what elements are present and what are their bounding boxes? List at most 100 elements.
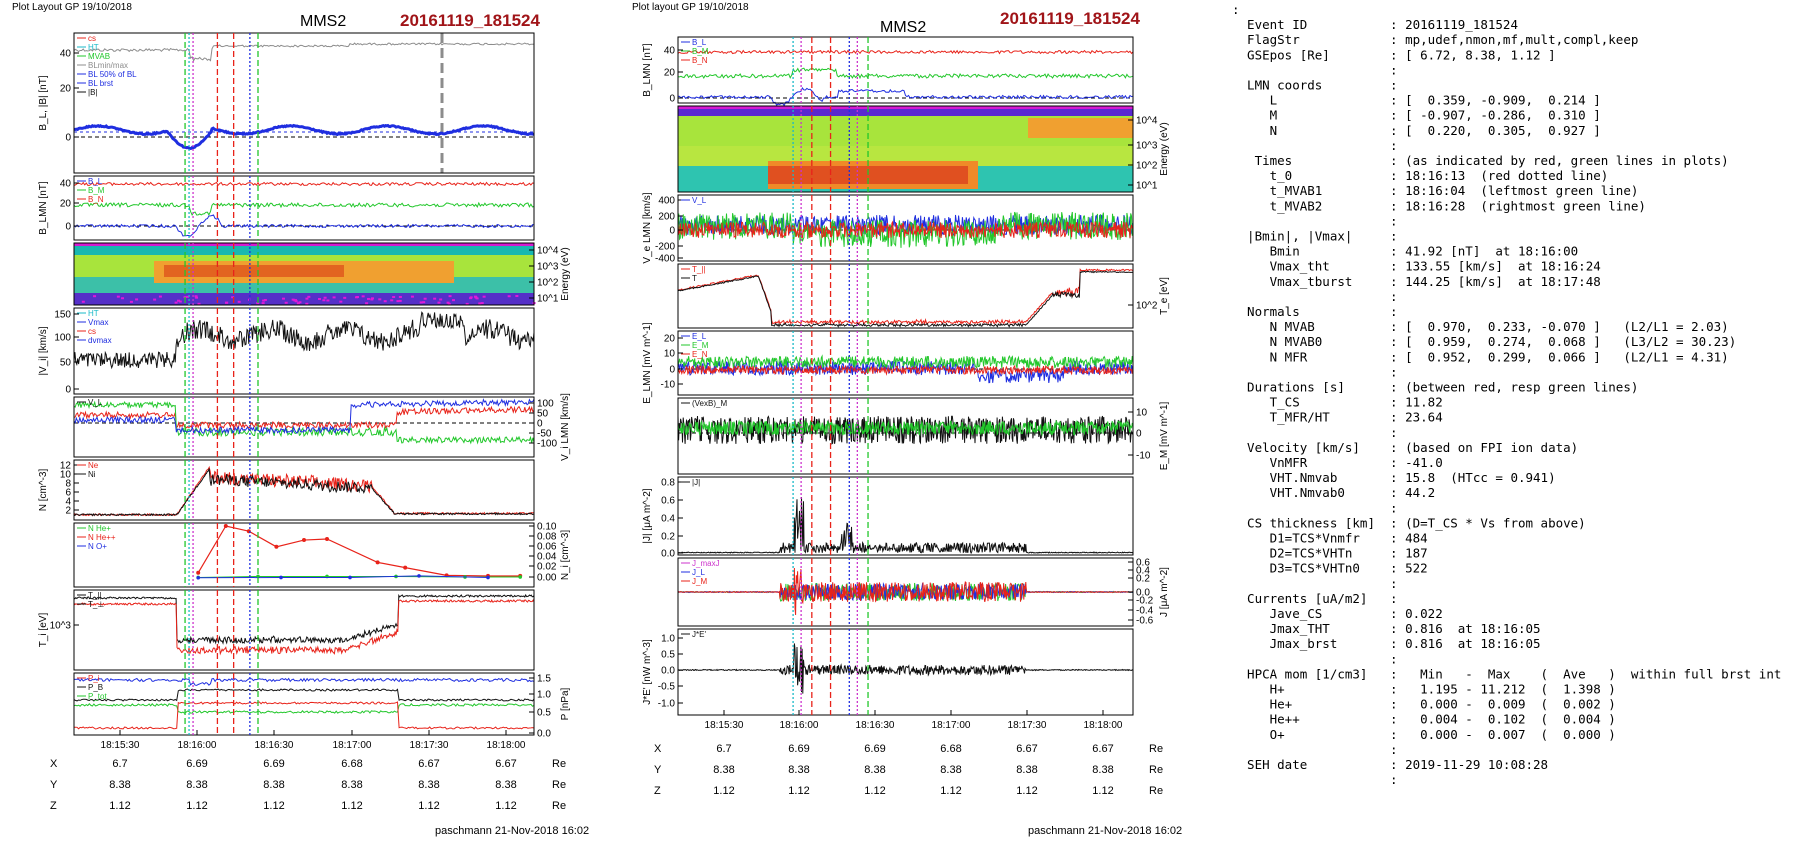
- legend-entry: Ni: [88, 470, 96, 479]
- y-tick-label: 0: [669, 365, 675, 376]
- series-P-i: [73, 688, 535, 702]
- spectrogram-speckle: [383, 300, 387, 303]
- spectrogram-speckle: [225, 301, 229, 304]
- y-tick-label: 10^1: [1136, 181, 1158, 192]
- y-tick-label: 200: [658, 212, 675, 223]
- info-line: T_CS : 11.82: [1232, 395, 1443, 410]
- legend-entry: B_M: [88, 186, 105, 195]
- spectrogram-speckle: [396, 300, 400, 303]
- y-tick-label: 10: [664, 349, 676, 360]
- position-value: 6.67: [418, 758, 439, 770]
- spectrogram-speckle: [81, 300, 85, 303]
- y-tick-label: 40: [60, 179, 72, 190]
- info-line: N MVAB0 : [ 0.959, 0.274, 0.068 ] (L3/L2…: [1232, 334, 1736, 349]
- y-axis-label: V_i LMN [km/s]: [560, 393, 571, 461]
- y-tick-label: 10^3: [537, 262, 559, 273]
- y-tick-label: 12: [60, 461, 72, 472]
- spectrogram-speckle: [262, 299, 266, 302]
- position-value: 1.12: [788, 785, 809, 797]
- position-value: 1.12: [109, 800, 130, 812]
- info-line: Bmin : 41.92 [nT] at 18:16:00: [1232, 244, 1578, 259]
- legend-entry: |B|: [88, 88, 98, 97]
- y-axis-label: Energy (eV): [560, 247, 571, 300]
- legend-entry: B_N: [692, 56, 708, 65]
- middle-position-table: X 6.7 6.69 6.69 6.68 6.67 6.67 Re Y 8.38 8.38 8.38 8…: [654, 743, 1163, 797]
- info-line: O+ : 0.000 - 0.007 ( 0.000 ): [1232, 727, 1616, 742]
- info-line: :: [1232, 62, 1398, 77]
- data-point: [348, 575, 352, 580]
- spectrogram-speckle: [392, 296, 396, 299]
- y-tick-label: 0.2: [1136, 574, 1150, 585]
- y-tick-label: -0.4: [1136, 606, 1154, 617]
- middle-spacecraft-title: MMS2: [880, 19, 926, 36]
- spectrogram-speckle: [231, 296, 235, 299]
- spectrogram-speckle: [474, 296, 478, 299]
- info-line: VnMFR : -41.0: [1232, 455, 1443, 470]
- position-value: 6.7: [112, 758, 127, 770]
- series-J-magnitude: [677, 496, 1134, 555]
- spectrogram-speckle: [480, 302, 484, 305]
- info-line: N MFR : [ 0.952, 0.299, 0.066 ] (L2/L1 =…: [1232, 349, 1729, 364]
- position-value: 6.68: [341, 758, 362, 770]
- position-value: 8.38: [495, 779, 516, 791]
- y-tick-label: 1.5: [537, 674, 551, 685]
- series-T-par: [73, 593, 535, 645]
- x-tick-label: 18:15:30: [101, 740, 140, 751]
- spectrogram-speckle: [507, 295, 511, 298]
- data-point: [196, 570, 201, 575]
- spectrogram-speckle: [422, 301, 426, 304]
- y-tick-label: 400: [658, 196, 675, 207]
- info-line: HPCA mom [1/cm3] : Min - Max ( Ave ) wit…: [1232, 666, 1781, 681]
- y-axis-label: J*E' [nW m^-3]: [642, 639, 653, 705]
- panel-4: 10^2 T_e [eV] T_||T: [677, 263, 1170, 329]
- info-line: N MVAB : [ 0.970, 0.233, -0.070 ] (L2/L1…: [1232, 319, 1729, 334]
- y-tick-label: 100: [537, 399, 554, 410]
- y-tick-label: 50: [60, 358, 72, 369]
- panel-8: 0.60.40.2 0.0-0.2-0.4-0.6 J [μA m^-2] J_max…: [677, 557, 1170, 627]
- y-tick-label: 10^2: [537, 278, 559, 289]
- panel-frame: [73, 589, 535, 671]
- info-line: Jave_CS : 0.022: [1232, 606, 1443, 621]
- info-line: CS thickness [km] : (D=T_CS * Vs from ab…: [1232, 515, 1586, 530]
- panel-frame: [677, 105, 1134, 193]
- series-ViM: [73, 400, 535, 445]
- legend-entry: J_L: [692, 568, 705, 577]
- y-tick-label: 20: [60, 199, 72, 210]
- panel-9: 1.0 0.5 0.0 -0.5 -1.0 J*E' [nW m^-3] J*E': [642, 628, 1134, 716]
- info-line: t_MVAB1 : 18:16:04 (leftmost green line): [1232, 183, 1638, 198]
- legend-entry: B_L: [692, 38, 707, 47]
- position-value: 8.38: [109, 779, 130, 791]
- series-T-perp: [73, 598, 535, 656]
- y-axis-label: T_e [eV]: [1159, 277, 1170, 315]
- spectrogram-speckle: [194, 295, 198, 298]
- legend-entry: (VexB)_M: [692, 399, 727, 408]
- spectrogram-speckle: [390, 299, 394, 302]
- position-row-label: X: [654, 743, 662, 755]
- y-tick-label: 0.0: [661, 549, 675, 560]
- x-tick-label: 18:17:00: [932, 720, 971, 731]
- data-point: [279, 575, 283, 580]
- position-value: 8.38: [713, 764, 734, 776]
- info-line: :: [1232, 2, 1240, 17]
- spectrogram-speckle: [129, 300, 133, 303]
- position-value: 8.38: [263, 779, 284, 791]
- spectrogram-speckle: [263, 299, 267, 302]
- y-tick-label: 10^3: [1136, 141, 1158, 152]
- series-JdotE: [677, 643, 1134, 694]
- x-tick-label: 18:16:00: [178, 740, 217, 751]
- legend-entry: J_maxJ: [692, 559, 720, 568]
- spectrogram-speckle: [446, 301, 450, 304]
- info-line: GSEpos [Re] : [ 6.72, 8.38, 1.12 ]: [1232, 47, 1556, 62]
- spectrogram-speckle: [478, 302, 482, 305]
- position-unit: Re: [1149, 743, 1163, 755]
- data-point: [274, 544, 279, 549]
- spectrogram-speckle: [482, 295, 486, 298]
- spectrogram-speckle: [378, 298, 382, 301]
- spectrogram-speckle: [294, 300, 298, 303]
- info-line: LMN coords :: [1232, 78, 1398, 93]
- legend-entry: N He++: [88, 533, 116, 542]
- info-line: M : [ -0.907, -0.286, 0.310 ]: [1232, 108, 1601, 123]
